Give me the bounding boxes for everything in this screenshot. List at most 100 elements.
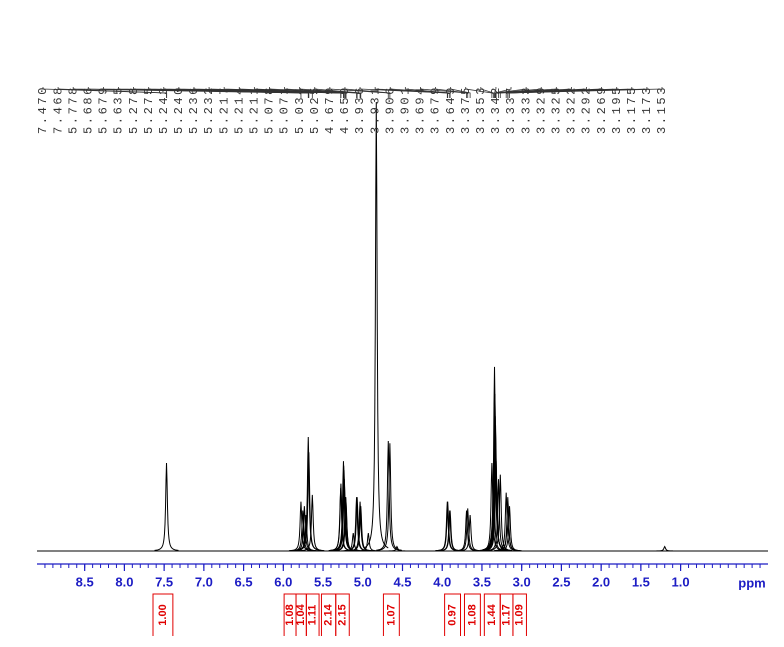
- x-tick-label: 4.0: [433, 574, 451, 589]
- x-tick-label: 8.0: [115, 574, 133, 589]
- integral-label: 1.04: [295, 603, 307, 625]
- peak-label: 3.292: [580, 85, 594, 134]
- peak-label: 5.211: [248, 85, 262, 134]
- integral-label: 1.11: [307, 605, 319, 626]
- integral-bracket: [512, 593, 527, 636]
- peak-label: 3.269: [595, 85, 609, 134]
- peak: [488, 474, 513, 551]
- peak-label: 5.243: [157, 85, 171, 134]
- peak-leader: [480, 87, 495, 98]
- peak-label: 5.025: [308, 85, 322, 134]
- peak-label: 3.195: [610, 85, 624, 134]
- peak-label: 7.470: [36, 85, 50, 134]
- peak-leader: [344, 87, 391, 98]
- x-tick-label: 8.5: [76, 574, 94, 589]
- integral-label: 0.97: [446, 604, 458, 625]
- peak-label: 3.322: [565, 85, 579, 134]
- x-tick-label: 1.5: [632, 574, 650, 589]
- x-tick-label: 3.5: [473, 574, 491, 589]
- peak-label: 5.240: [172, 85, 186, 134]
- peak-label: 5.217: [217, 85, 231, 134]
- peak: [652, 545, 677, 552]
- peak-label: 5.778: [66, 85, 80, 134]
- peak: [356, 532, 381, 552]
- peak-leader: [374, 87, 449, 98]
- peak-label: 5.034: [293, 85, 307, 134]
- peak-label: 3.329: [534, 85, 548, 134]
- integral-bracket: [335, 593, 350, 636]
- peak-leader: [314, 87, 362, 98]
- x-tick-label: 4.5: [393, 574, 411, 589]
- peak-leader: [420, 87, 467, 98]
- peak-label: 7.468: [51, 85, 65, 134]
- peak-label: 3.936: [353, 85, 367, 134]
- peak-label: 3.175: [625, 85, 639, 134]
- peak-leader: [284, 87, 358, 98]
- peak-label: 4.659: [338, 85, 352, 134]
- integral-bracket: [382, 593, 400, 636]
- peak-label: 5.679: [97, 85, 111, 134]
- peak: [384, 545, 409, 552]
- x-tick-label: 6.5: [235, 574, 253, 589]
- x-tick-label: 6.0: [274, 574, 292, 589]
- x-tick-label: 7.5: [155, 574, 173, 589]
- integral-label: 1.08: [284, 604, 296, 625]
- peak-label: 5.686: [81, 85, 95, 134]
- peak-leader: [450, 87, 471, 98]
- peak-label: 5.078: [263, 85, 277, 134]
- peak-leader: [299, 87, 361, 98]
- peak-label: 5.635: [112, 85, 126, 134]
- peak-leader: [253, 87, 347, 98]
- peak: [376, 440, 401, 551]
- peak-leader: [329, 87, 389, 98]
- x-tick-label: 7.0: [195, 574, 213, 589]
- x-tick-label: 2.5: [552, 574, 570, 589]
- peak-label: 5.232: [202, 85, 216, 134]
- integral-bracket: [444, 593, 462, 636]
- peak-leader: [118, 87, 313, 98]
- peak-label: 3.353: [474, 85, 488, 134]
- integral-label: 1.00: [157, 604, 169, 625]
- peak-label: 3.906: [383, 85, 397, 134]
- peak-label: 3.901: [399, 85, 413, 134]
- peak: [154, 462, 179, 551]
- peak-label: 5.236: [187, 85, 201, 134]
- x-tick-label: 2.0: [592, 574, 610, 589]
- peak: [300, 494, 325, 552]
- integral-label: 1.07: [385, 604, 397, 625]
- peak-label: 3.931: [368, 85, 382, 134]
- x-tick-label: 3.0: [513, 574, 531, 589]
- peak-leader: [404, 87, 451, 98]
- peak-leader: [57, 87, 168, 98]
- x-tick-label: 1.0: [672, 574, 690, 589]
- peak-label: 5.275: [142, 85, 156, 134]
- peak-leader: [509, 87, 663, 98]
- peak-label: 5.278: [127, 85, 141, 134]
- peak-label: 5.071: [278, 85, 292, 134]
- peak-label: 3.694: [414, 85, 428, 134]
- integral-bracket: [152, 593, 174, 636]
- integral-label: 1.08: [466, 604, 478, 625]
- peak-label: 3.375: [459, 85, 473, 134]
- peak-leader: [465, 87, 493, 98]
- peak-label: 3.342: [489, 85, 503, 134]
- peak-label: 3.333: [519, 85, 533, 134]
- peak: [296, 452, 321, 551]
- peak-label: 4.679: [323, 85, 337, 134]
- peak: [348, 506, 373, 552]
- integral-label: 1.17: [500, 604, 512, 625]
- integral-label: 1.44: [486, 603, 498, 625]
- peak-label: 3.325: [549, 85, 563, 134]
- integral-bracket: [463, 593, 481, 636]
- peak-label: 3.679: [429, 85, 443, 134]
- peak-leader: [435, 87, 469, 98]
- integral-label: 2.14: [323, 603, 335, 625]
- integral-bracket: [305, 593, 320, 636]
- integral-label: 2.15: [336, 604, 348, 625]
- integral-label: 1.09: [514, 604, 526, 625]
- x-tick-label: 5.0: [354, 574, 372, 589]
- peak: [497, 506, 522, 552]
